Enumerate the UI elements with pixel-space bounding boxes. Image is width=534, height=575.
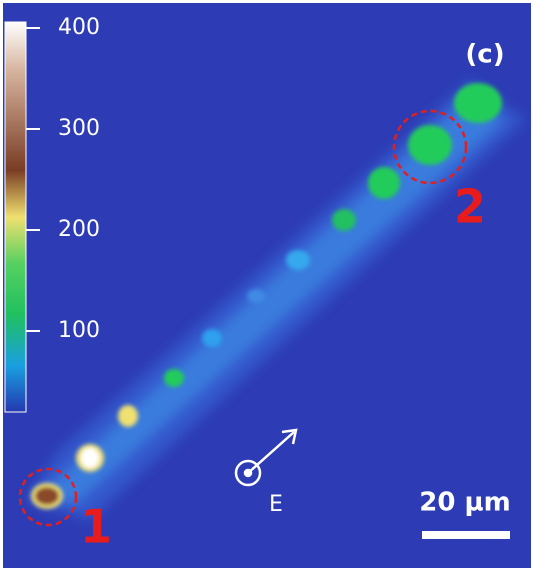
marker-label: 1	[80, 500, 112, 554]
page: 1 2 (c) E 20 µm 400300200100 (() => { co…	[0, 0, 534, 575]
colorbar-tick-label: 100	[58, 318, 100, 343]
colorbar-tick-label: 300	[58, 116, 100, 141]
scale-bar-label: 20 µm	[419, 488, 510, 518]
field-label: E	[269, 492, 283, 517]
figure: 1 2 (c) E 20 µm 400 300 200 100	[0, 0, 534, 571]
colorbar-tick-label: 400	[58, 15, 100, 40]
colorbar	[5, 22, 26, 412]
marker-label: 2	[454, 180, 486, 234]
panel-label: (c)	[465, 40, 504, 70]
colorbar-tick-label: 200	[58, 217, 100, 242]
scale-bar	[422, 531, 510, 539]
